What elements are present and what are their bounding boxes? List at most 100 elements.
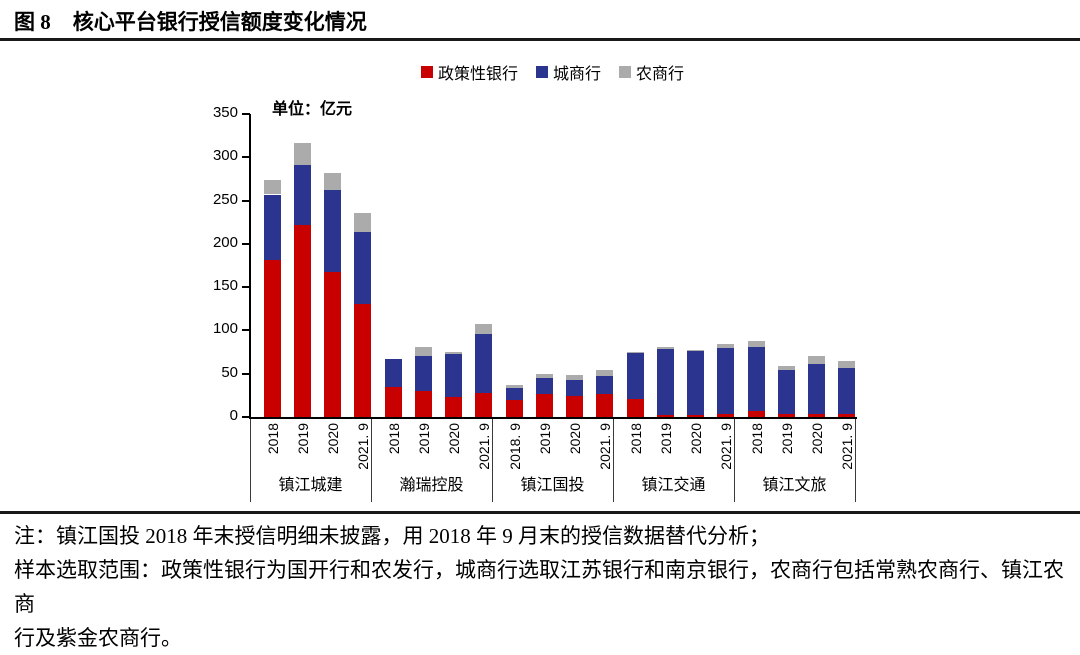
bar-segment bbox=[838, 360, 855, 368]
bar-segment bbox=[324, 172, 341, 191]
bar-segment bbox=[324, 190, 341, 272]
bar-segment bbox=[748, 410, 765, 417]
unit-label: 单位：亿元 bbox=[272, 101, 353, 118]
bar-segment bbox=[627, 352, 644, 353]
footnotes: 注：镇江国投 2018 年末授信明细未披露，用 2018 年 9 月末的授信数据… bbox=[14, 519, 1070, 655]
bar-segment bbox=[627, 352, 644, 399]
group-divider bbox=[855, 419, 856, 502]
group-label: 镇江国投 bbox=[520, 477, 585, 494]
x-axis-tick-label: 2018 bbox=[264, 423, 281, 455]
chart-legend: 政策性银行 城商行 农商行 bbox=[250, 60, 855, 84]
x-axis-tick-label: 2019 bbox=[415, 423, 432, 455]
x-axis-tick-label: 2018 bbox=[627, 423, 644, 455]
legend-item: 农商行 bbox=[619, 60, 684, 84]
y-axis-tick-label: 300 bbox=[212, 147, 238, 165]
x-axis-tick-label: 2021. 9 bbox=[596, 423, 613, 470]
legend-label: 政策性银行 bbox=[437, 66, 518, 83]
bar-segment bbox=[717, 344, 734, 348]
bar-segment bbox=[294, 224, 311, 417]
bar-segment bbox=[354, 303, 371, 417]
bar-segment bbox=[687, 351, 704, 416]
bar-segment bbox=[566, 379, 583, 397]
y-axis-tick bbox=[242, 372, 250, 375]
y-axis-tick-label: 200 bbox=[212, 233, 238, 251]
bar-segment bbox=[445, 397, 462, 417]
bar-segment bbox=[657, 348, 674, 416]
bar-segment bbox=[536, 393, 553, 417]
x-axis-tick-label: 2019 bbox=[778, 423, 795, 455]
bar-segment bbox=[627, 398, 644, 417]
group-divider bbox=[492, 419, 493, 502]
bar-segment bbox=[596, 376, 613, 394]
bar-segment bbox=[808, 364, 825, 414]
title-divider bbox=[0, 38, 1080, 41]
legend-item: 政策性银行 bbox=[420, 60, 518, 84]
note-line: 注：镇江国投 2018 年末授信明细未披露，用 2018 年 9 月末的授信数据… bbox=[14, 524, 770, 548]
bar-segment bbox=[566, 396, 583, 417]
group-divider bbox=[613, 419, 614, 502]
y-axis-line bbox=[249, 114, 251, 419]
x-axis-tick-label: 2020 bbox=[566, 423, 583, 455]
y-axis-tick-label: 100 bbox=[212, 320, 238, 338]
y-axis-tick bbox=[242, 242, 250, 245]
x-axis-tick-label: 2019 bbox=[536, 423, 553, 455]
bar-segment bbox=[475, 323, 492, 334]
legend-swatch-icon bbox=[535, 66, 548, 78]
y-axis-tick-label: 350 bbox=[212, 104, 238, 121]
bar-segment bbox=[687, 350, 704, 352]
bar-segment bbox=[657, 415, 674, 417]
bar-segment bbox=[506, 388, 523, 400]
bar-segment bbox=[385, 358, 402, 387]
y-axis-tick-label: 50 bbox=[221, 363, 238, 381]
bar-segment bbox=[838, 413, 855, 417]
x-axis-tick-label: 2020 bbox=[687, 423, 704, 455]
x-axis-tick-label: 2020 bbox=[808, 423, 825, 455]
bar-segment bbox=[748, 340, 765, 347]
figure-title: 图 8 核心平台银行授信额度变化情况 bbox=[14, 6, 367, 36]
bar-segment bbox=[596, 393, 613, 417]
x-axis-line bbox=[249, 417, 857, 419]
chart-divider bbox=[0, 511, 1080, 514]
bar-segment bbox=[324, 271, 341, 417]
legend-item: 城商行 bbox=[535, 60, 601, 84]
bar-segment bbox=[687, 415, 704, 417]
bar-segment bbox=[838, 367, 855, 414]
bar-segment bbox=[506, 399, 523, 417]
x-axis-tick-label: 2019 bbox=[294, 423, 311, 455]
bar-segment bbox=[717, 347, 734, 415]
legend-swatch-icon bbox=[420, 66, 433, 78]
group-label: 镇江城建 bbox=[278, 477, 343, 494]
bar-segment bbox=[778, 365, 795, 371]
x-axis-tick-label: 2021. 9 bbox=[838, 423, 855, 470]
bar-segment bbox=[354, 231, 371, 304]
x-axis-tick-label: 2019 bbox=[657, 423, 674, 455]
y-axis-tick-label: 0 bbox=[229, 407, 238, 424]
group-label: 瀚瑞控股 bbox=[399, 477, 464, 494]
y-axis-tick bbox=[242, 113, 250, 115]
figure-title-text: 核心平台银行授信额度变化情况 bbox=[72, 10, 367, 34]
y-axis-tick-label: 150 bbox=[212, 277, 238, 295]
bar-segment bbox=[415, 356, 432, 392]
stacked-bar-chart: 政策性银行 城商行 农商行 单位：亿元 0 50 100 150 200 250 300 350 镇… bbox=[0, 42, 1080, 508]
bar-segment bbox=[264, 194, 281, 261]
x-axis-tick-label: 2018 bbox=[748, 423, 765, 455]
x-axis-tick-label: 2021. 9 bbox=[717, 423, 734, 470]
legend-label: 城商行 bbox=[552, 66, 601, 83]
bar-segment bbox=[294, 165, 311, 225]
bar-segment bbox=[657, 346, 674, 349]
x-axis-tick-label: 2021. 9 bbox=[354, 423, 371, 470]
note-line: 行及紫金农商行。 bbox=[14, 626, 182, 650]
bar-segment bbox=[596, 370, 613, 377]
x-axis-tick-label: 2021. 9 bbox=[475, 423, 492, 470]
bar-segment bbox=[294, 142, 311, 166]
x-axis-tick-label: 2018. 9 bbox=[506, 423, 523, 470]
group-divider bbox=[734, 419, 735, 502]
bar-segment bbox=[536, 373, 553, 379]
note-line: 样本选取范围：政策性银行为国开行和农发行，城商行选取江苏银行和南京银行，农商行包… bbox=[14, 558, 1064, 616]
group-label: 镇江交通 bbox=[641, 477, 706, 494]
y-axis-tick bbox=[242, 329, 250, 332]
bar-segment bbox=[445, 353, 462, 398]
legend-label: 农商行 bbox=[636, 66, 685, 83]
y-axis-tick bbox=[242, 199, 250, 202]
